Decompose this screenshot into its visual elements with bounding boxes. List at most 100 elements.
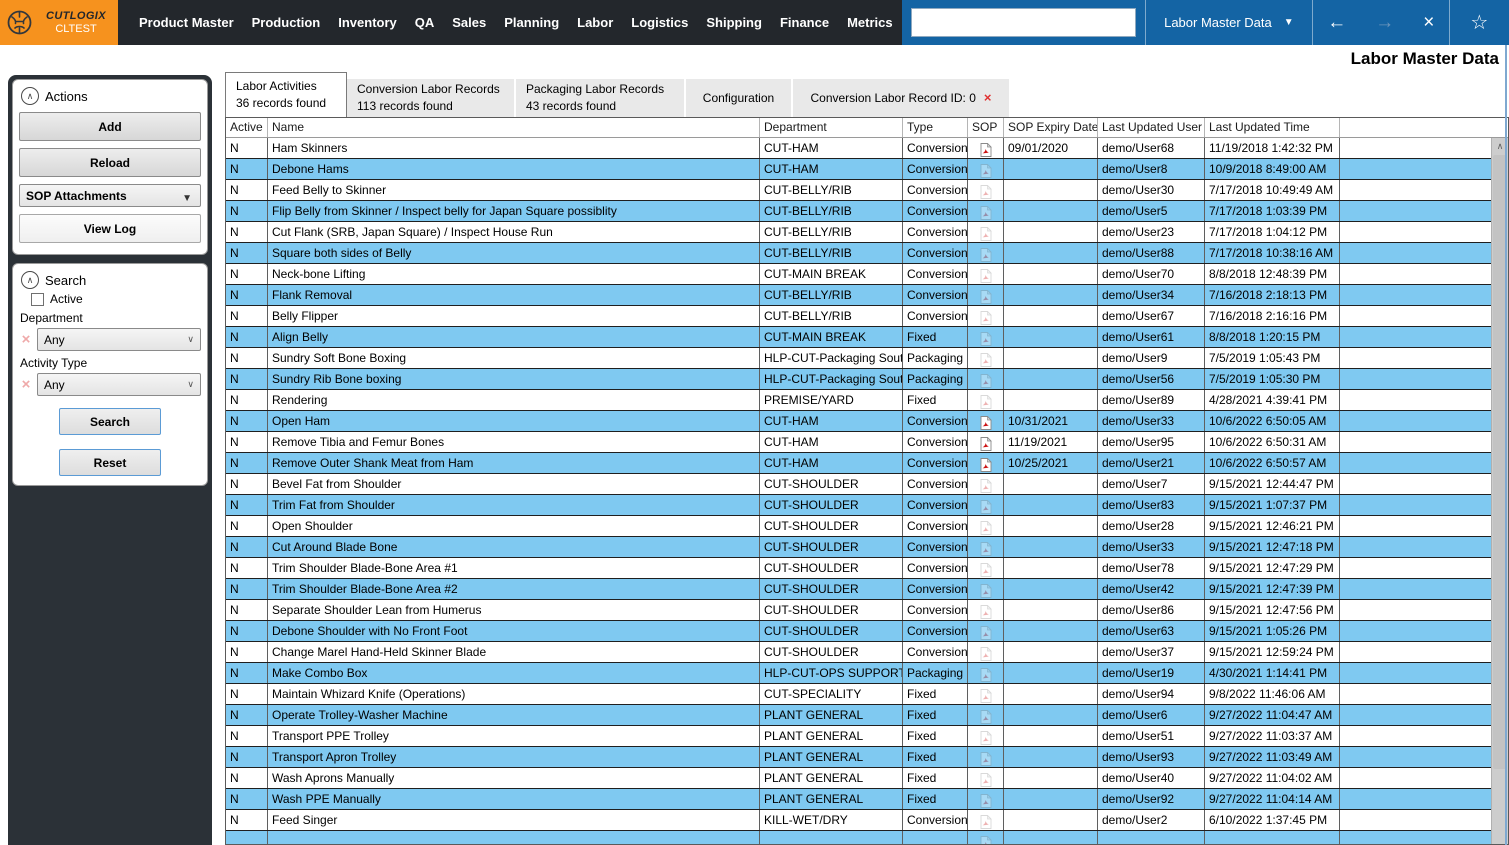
nav-item-product-master[interactable]: Product Master	[139, 15, 234, 30]
tab-labor-activities[interactable]: Labor Activities 36 records found	[225, 72, 347, 117]
screen-selector-dropdown[interactable]: Labor Master Data ▼	[1146, 15, 1312, 30]
tab-packaging-labor-records[interactable]: Packaging Labor Records 43 records found	[516, 79, 686, 117]
sop-pdf-icon[interactable]	[968, 537, 1004, 557]
sop-pdf-icon[interactable]	[968, 306, 1004, 326]
back-icon[interactable]: ←	[1327, 11, 1347, 33]
table-row[interactable]: N Feed Singer KILL-WET/DRY Conversion de…	[226, 810, 1508, 831]
add-button[interactable]: Add	[19, 112, 201, 141]
col-header-name[interactable]: Name	[268, 118, 760, 137]
table-row[interactable]: N Remove Outer Shank Meat from Ham CUT-H…	[226, 453, 1508, 474]
nav-item-inventory[interactable]: Inventory	[338, 15, 397, 30]
table-row[interactable]: N Align Belly CUT-MAIN BREAK Fixed demo/…	[226, 327, 1508, 348]
sop-pdf-icon[interactable]	[968, 600, 1004, 620]
table-row[interactable]: N Wash Aprons Manually PLANT GENERAL Fix…	[226, 768, 1508, 789]
vertical-scrollbar[interactable]: ∧	[1491, 138, 1508, 844]
collapse-search-icon[interactable]: ∧	[21, 271, 39, 289]
nav-item-finance[interactable]: Finance	[779, 15, 830, 30]
sop-pdf-icon[interactable]	[968, 201, 1004, 221]
nav-item-metrics[interactable]: Metrics	[847, 15, 893, 30]
nav-item-labor[interactable]: Labor	[577, 15, 614, 30]
sop-pdf-icon[interactable]	[968, 642, 1004, 662]
global-search-input[interactable]	[911, 8, 1137, 37]
nav-item-sales[interactable]: Sales	[452, 15, 487, 30]
table-row[interactable]: N Neck-bone Lifting CUT-MAIN BREAK Conve…	[226, 264, 1508, 285]
table-row[interactable]: N Operate Trolley-Washer Machine PLANT G…	[226, 705, 1508, 726]
clear-activity-type-icon[interactable]: ×	[21, 376, 31, 393]
sop-pdf-icon[interactable]	[968, 285, 1004, 305]
sop-pdf-icon[interactable]	[968, 579, 1004, 599]
table-row[interactable]: N Ham Skinners CUT-HAM Conversion 09/01/…	[226, 138, 1508, 159]
sop-pdf-icon[interactable]	[968, 369, 1004, 389]
nav-item-planning[interactable]: Planning	[504, 15, 560, 30]
sop-pdf-icon[interactable]	[968, 432, 1004, 452]
col-header-active[interactable]: Active	[226, 118, 268, 137]
scrollbar-thumb[interactable]	[1493, 155, 1507, 770]
tab-conversion-labor-record-id-0[interactable]: Conversion Labor Record ID: 0 ×	[793, 79, 1011, 117]
table-row[interactable]: N Flank Removal CUT-BELLY/RIB Conversion…	[226, 285, 1508, 306]
sop-pdf-icon[interactable]	[968, 348, 1004, 368]
sop-pdf-icon[interactable]	[968, 138, 1004, 158]
col-header-last-updated-user[interactable]: Last Updated User	[1098, 118, 1205, 137]
reset-button[interactable]: Reset	[59, 449, 161, 476]
scroll-up-icon[interactable]: ∧	[1496, 141, 1504, 151]
table-row[interactable]: N Feed Belly to Skinner CUT-BELLY/RIB Co…	[226, 180, 1508, 201]
sop-pdf-icon[interactable]	[968, 768, 1004, 788]
sop-pdf-icon[interactable]	[968, 726, 1004, 746]
table-row[interactable]: N Wash PPE Manually PLANT GENERAL Fixed …	[226, 789, 1508, 810]
sop-pdf-icon[interactable]	[968, 390, 1004, 410]
sop-pdf-icon[interactable]	[968, 684, 1004, 704]
table-row[interactable]: N Rendering PREMISE/YARD Fixed demo/User…	[226, 390, 1508, 411]
table-row[interactable]: N Open Ham CUT-HAM Conversion 10/31/2021…	[226, 411, 1508, 432]
sop-pdf-icon[interactable]	[968, 411, 1004, 431]
sop-pdf-icon[interactable]	[968, 831, 1004, 844]
col-header-last-updated-time[interactable]: Last Updated Time	[1205, 118, 1340, 137]
search-button[interactable]: Search	[59, 408, 161, 435]
table-row[interactable]: N Belly Flipper CUT-BELLY/RIB Conversion…	[226, 306, 1508, 327]
close-icon[interactable]: ×	[1423, 11, 1435, 33]
tab-conversion-labor-records[interactable]: Conversion Labor Records 113 records fou…	[347, 79, 516, 117]
table-row[interactable]: N Trim Shoulder Blade-Bone Area #1 CUT-S…	[226, 558, 1508, 579]
table-row[interactable]: N Change Marel Hand-Held Skinner Blade C…	[226, 642, 1508, 663]
table-row[interactable]: N Separate Shoulder Lean from Humerus CU…	[226, 600, 1508, 621]
sop-pdf-icon[interactable]	[968, 264, 1004, 284]
favorite-star-icon[interactable]: ☆	[1470, 12, 1489, 34]
nav-item-production[interactable]: Production	[251, 15, 321, 30]
sop-pdf-icon[interactable]	[968, 327, 1004, 347]
table-row[interactable]: N Remove Tibia and Femur Bones CUT-HAM C…	[226, 432, 1508, 453]
col-header-type[interactable]: Type	[903, 118, 968, 137]
col-header-sop[interactable]: SOP	[968, 118, 1004, 137]
table-row[interactable]: N Transport Apron Trolley PLANT GENERAL …	[226, 747, 1508, 768]
table-row[interactable]: N Sundry Soft Bone Boxing HLP-CUT-Packag…	[226, 348, 1508, 369]
table-row[interactable]: N Sundry Rib Bone boxing HLP-CUT-Packagi…	[226, 369, 1508, 390]
sop-pdf-icon[interactable]	[968, 180, 1004, 200]
sop-attachments-dropdown[interactable]: SOP Attachments ▼	[19, 184, 201, 207]
department-select[interactable]: Any ∨	[37, 328, 201, 351]
table-row[interactable]: N Flip Belly from Skinner / Inspect bell…	[226, 201, 1508, 222]
active-checkbox[interactable]	[31, 292, 44, 306]
table-row[interactable]: N Cut Flank (SRB, Japan Square) / Inspec…	[226, 222, 1508, 243]
sop-pdf-icon[interactable]	[968, 453, 1004, 473]
table-row[interactable]: N Debone Shoulder with No Front Foot CUT…	[226, 621, 1508, 642]
table-row[interactable]: N Transport PPE Trolley PLANT GENERAL Fi…	[226, 726, 1508, 747]
col-header-department[interactable]: Department	[760, 118, 903, 137]
col-header-sop-expiry-date[interactable]: SOP Expiry Date	[1004, 118, 1098, 137]
reload-button[interactable]: Reload	[19, 148, 201, 177]
table-row[interactable]: N Bevel Fat from Shoulder CUT-SHOULDER C…	[226, 474, 1508, 495]
collapse-actions-icon[interactable]: ∧	[21, 87, 39, 105]
sop-pdf-icon[interactable]	[968, 222, 1004, 242]
view-log-button[interactable]: View Log	[19, 214, 201, 243]
nav-item-qa[interactable]: QA	[414, 15, 435, 30]
sop-pdf-icon[interactable]	[968, 810, 1004, 830]
table-row[interactable]: N Maintain Whizard Knife (Operations) CU…	[226, 684, 1508, 705]
table-row[interactable]: N Debone Hams CUT-HAM Conversion demo/Us…	[226, 159, 1508, 180]
table-row[interactable]: N Cut Around Blade Bone CUT-SHOULDER Con…	[226, 537, 1508, 558]
sop-pdf-icon[interactable]	[968, 243, 1004, 263]
sop-pdf-icon[interactable]	[968, 705, 1004, 725]
sop-pdf-icon[interactable]	[968, 159, 1004, 179]
activity-type-select[interactable]: Any ∨	[37, 373, 201, 396]
tab-close-icon[interactable]: ×	[983, 89, 992, 105]
sop-pdf-icon[interactable]	[968, 663, 1004, 683]
clear-department-icon[interactable]: ×	[21, 331, 31, 348]
forward-icon[interactable]: →	[1375, 11, 1395, 33]
table-row[interactable]: N Trim Fat from Shoulder CUT-SHOULDER Co…	[226, 495, 1508, 516]
